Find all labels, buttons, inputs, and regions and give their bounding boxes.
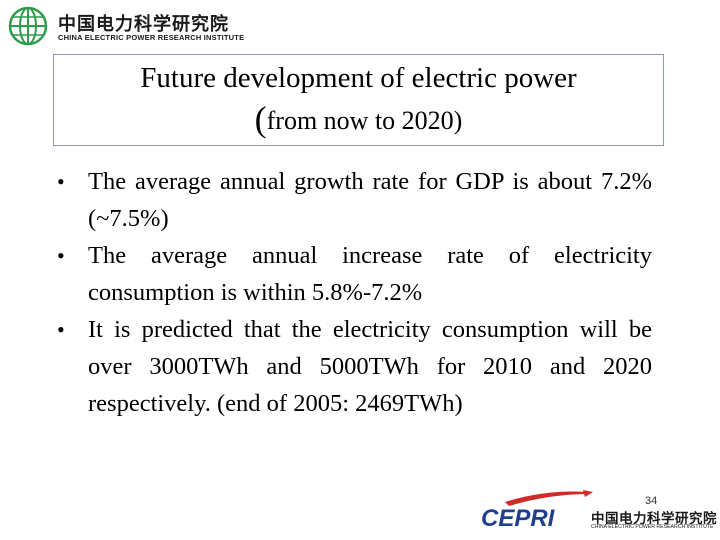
- subtitle-text: from now to 2020): [266, 106, 463, 135]
- cepri-logo-icon: CEPRI: [481, 490, 593, 530]
- footer-org-name-cn: 中国电力科学研究院: [591, 511, 717, 527]
- subtitle-open-paren: (: [254, 99, 267, 139]
- bullet-consumption-prediction: It is predicted that the electricity con…: [57, 311, 652, 422]
- cepri-brand-text: CEPRI: [481, 505, 556, 530]
- bullet-gdp-growth: The average annual growth rate for GDP i…: [57, 163, 652, 237]
- bullet-list: The average annual growth rate for GDP i…: [57, 163, 652, 422]
- page-number: 34: [645, 495, 658, 507]
- slide-subtitle: (from now to 2020): [54, 99, 663, 141]
- header-org-name-en: CHINA ELECTRIC POWER RESEARCH INSTITUTE: [58, 33, 245, 42]
- bullet-electricity-increase: The average annual increase rate of elec…: [57, 237, 652, 311]
- slide-title: Future development of electric power: [140, 62, 577, 94]
- footer-org-name-en: CHINA ELECTRIC POWER RESEARCH INSTITUTE: [591, 524, 714, 530]
- globe-grid-logo-icon: [8, 6, 48, 46]
- title-box: Future development of electric power (fr…: [53, 54, 664, 146]
- header-org-name-cn: 中国电力科学研究院: [58, 14, 229, 35]
